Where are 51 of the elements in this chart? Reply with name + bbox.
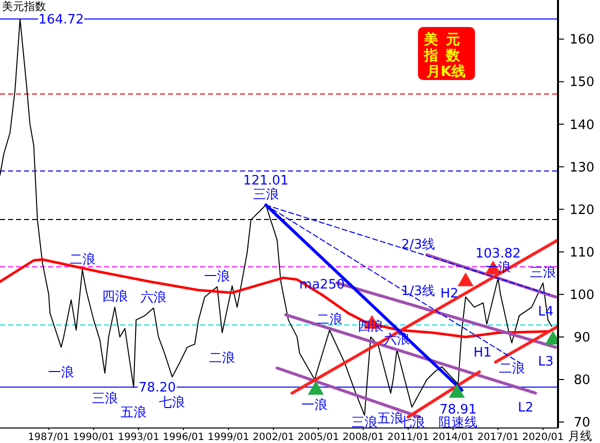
y-tick-label: 140 [570, 118, 594, 133]
y-tick-label: 160 [570, 32, 594, 48]
y-tick-label: 100 [570, 288, 594, 303]
x-tick-label: 2002/01 [252, 432, 294, 443]
annotation: 一浪 [302, 397, 328, 414]
annotation: 121.01 [243, 174, 289, 189]
y-tick-label: 130 [570, 160, 594, 176]
annotation: H2 [440, 286, 458, 302]
annotation: 二浪 [316, 312, 343, 328]
x-tick-label: 2017/01 [477, 432, 519, 443]
annotation: 五浪 [120, 404, 147, 421]
annotation: 三浪 [352, 414, 378, 431]
x-tick-label: 2020/01 [522, 432, 564, 443]
annotation: H1 [474, 346, 492, 361]
y-tick-label: 150 [570, 75, 594, 90]
x-tick-label: 2014/01 [432, 432, 474, 443]
y-tick-label: 80 [574, 373, 590, 388]
annotation: 78.20 [138, 380, 176, 396]
annotation: 三浪 [92, 390, 118, 407]
text: 美元指数月K线 [423, 31, 468, 80]
x-tick-label: 1987/01 [28, 432, 70, 443]
y-tick-label: 110 [570, 245, 594, 260]
annotation: 一浪 [204, 268, 230, 284]
annotation: 1/3线 [401, 284, 436, 300]
annotation: L3 [538, 354, 554, 370]
annotation: 六浪 [140, 290, 167, 306]
y-tick-label: 90 [574, 330, 590, 346]
x-tick-label: 1990/01 [72, 432, 114, 443]
annotation: 二浪 [498, 360, 525, 376]
chart-title: 美元指数 [2, 0, 46, 13]
annotation: 三浪 [530, 264, 556, 280]
x-tick-label: 1996/01 [162, 432, 204, 443]
x-tick-label: 2005/01 [298, 432, 340, 443]
annotation: 164.72 [38, 12, 84, 28]
y-tick-label: 120 [570, 202, 594, 218]
x-tick-label: 1999/01 [208, 432, 250, 443]
annotation: 2/3线 [401, 238, 436, 253]
x-tick-label: 1993/01 [118, 432, 160, 443]
text: 月线 [568, 429, 592, 443]
annotation: 七浪 [159, 394, 186, 410]
annotation: 103.82 [475, 246, 521, 262]
annotation: 二浪 [209, 350, 236, 366]
y-tick-label: 70 [574, 416, 590, 431]
annotation: L2 [518, 400, 534, 416]
x-tick-label: 2008/01 [342, 432, 384, 443]
annotation: 二浪 [69, 251, 96, 268]
annotation: 一浪 [48, 364, 74, 381]
x-tick-label: 2011/01 [387, 432, 429, 443]
annotation: 四浪 [102, 288, 128, 305]
annotation: 三浪 [252, 186, 279, 203]
annotation: 阻速线 [438, 416, 478, 431]
